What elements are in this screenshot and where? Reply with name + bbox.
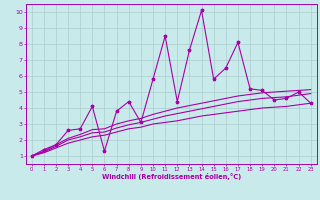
X-axis label: Windchill (Refroidissement éolien,°C): Windchill (Refroidissement éolien,°C): [101, 173, 241, 180]
